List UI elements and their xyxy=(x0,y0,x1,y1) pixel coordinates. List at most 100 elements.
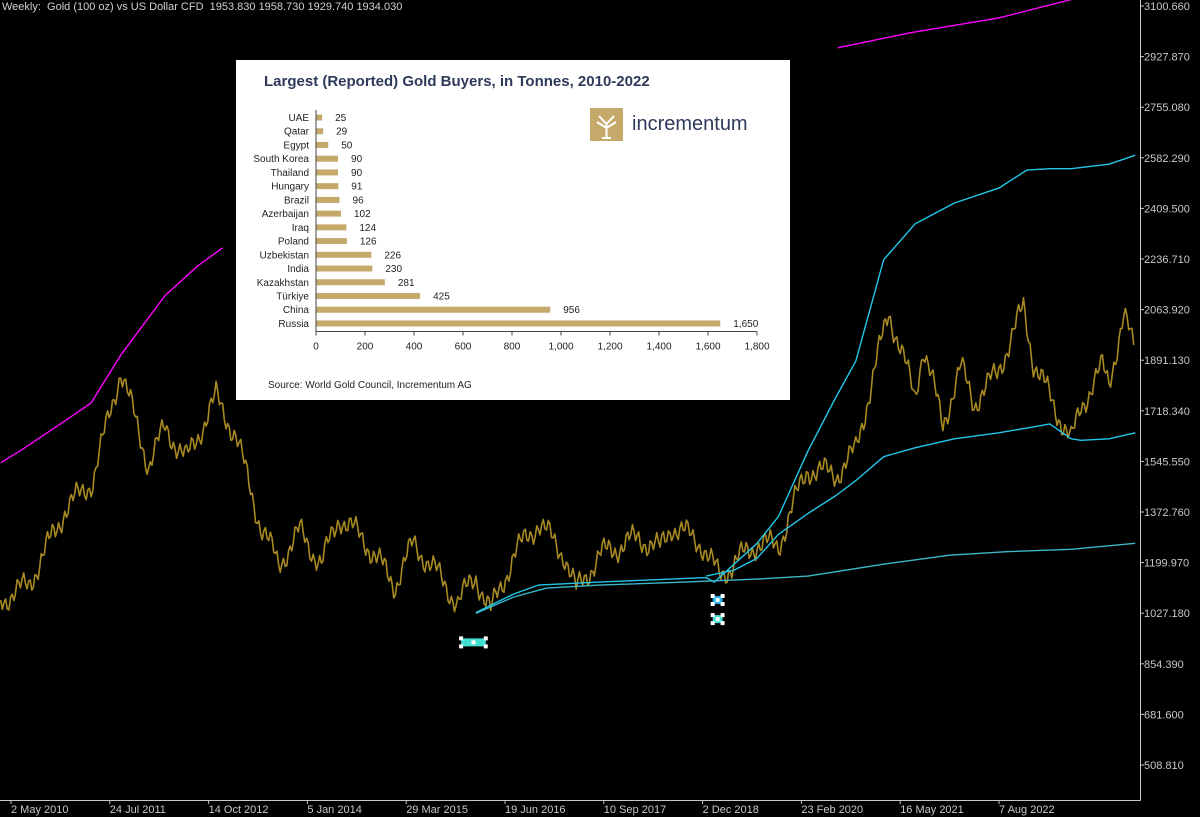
selection-marker xyxy=(710,613,725,626)
bar-category-label: UAE xyxy=(288,113,309,124)
marker-center xyxy=(715,617,720,622)
bar-category-label: Brazil xyxy=(284,195,309,206)
bar-category-label: Uzbekistan xyxy=(260,250,309,261)
bar-category-label: India xyxy=(287,264,309,275)
bar-value-label: 425 xyxy=(433,291,450,302)
y-tick-label: 3100.660 xyxy=(1144,1,1190,13)
y-tick-label: 508.810 xyxy=(1144,760,1184,772)
y-tick-label: 2409.500 xyxy=(1144,203,1190,215)
marker-handle xyxy=(720,594,725,598)
y-tick-label: 1718.340 xyxy=(1144,406,1190,418)
cyan_band-line xyxy=(705,423,1136,577)
bar-value-label: 124 xyxy=(359,223,376,234)
y-tick-label: 2063.920 xyxy=(1144,305,1190,317)
x-tick-label: 2 Dec 2018 xyxy=(703,804,759,816)
bar-category-label: Russia xyxy=(278,319,309,330)
bar-mark xyxy=(316,169,339,176)
selection-marker xyxy=(710,594,725,606)
bar-category-label: Kazakhstan xyxy=(257,278,309,289)
bar-category-label: Poland xyxy=(278,237,309,248)
marker-handle xyxy=(720,621,725,626)
gold-buyers-bar-chart: UAE 25 Qatar 29 Egypt 50 South Korea 90 Thailand… xyxy=(253,110,770,352)
marker-handle xyxy=(710,602,715,606)
bar-value-label: 96 xyxy=(353,195,365,206)
bar-mark xyxy=(316,155,339,162)
x-tick-label: 5 Jan 2014 xyxy=(307,804,361,816)
x-tick-label: 29 Mar 2015 xyxy=(406,804,468,816)
y-tick-label: 1027.180 xyxy=(1144,608,1190,620)
marker-handle xyxy=(459,644,464,649)
x-tick-label: 2 May 2010 xyxy=(11,804,68,816)
bar-mark xyxy=(316,128,324,135)
bar-mark xyxy=(316,183,339,190)
inset-title: Largest (Reported) Gold Buyers, in Tonne… xyxy=(264,73,650,90)
inset-x-tick-label: 600 xyxy=(455,341,472,352)
gold-buyers-inset: UAE 25 Qatar 29 Egypt 50 South Korea 90 Thailand… xyxy=(236,60,790,400)
bar-value-label: 102 xyxy=(354,209,371,220)
logo-text: incrementum xyxy=(632,113,748,135)
y-tick-label: 2755.080 xyxy=(1144,102,1190,114)
bar-mark xyxy=(316,238,347,245)
outer_band-line xyxy=(475,542,1136,615)
bar-mark xyxy=(316,251,372,258)
x-tick-label: 10 Sep 2017 xyxy=(604,804,666,816)
marker-handle xyxy=(720,613,725,618)
marker-handle xyxy=(710,613,715,618)
chart-header-label: Weekly: Gold (100 oz) vs US Dollar CFD 1… xyxy=(2,1,403,13)
bar-value-label: 956 xyxy=(563,305,580,316)
bar-mark xyxy=(316,224,347,231)
inset-x-tick-label: 1,400 xyxy=(646,341,671,352)
inset-x-tick-label: 400 xyxy=(406,341,423,352)
upper_band-line xyxy=(0,247,224,464)
y-tick-label: 1891.130 xyxy=(1144,355,1190,367)
inset-x-tick-label: 0 xyxy=(313,341,319,352)
bar-mark xyxy=(316,320,721,327)
inset-x-tick-label: 1,800 xyxy=(744,341,769,352)
bar-mark xyxy=(316,306,551,313)
marker-handle xyxy=(483,636,488,641)
bar-mark xyxy=(316,265,373,272)
y-tick-label: 2927.870 xyxy=(1144,52,1190,64)
bar-value-label: 281 xyxy=(398,278,415,289)
inset-x-tick-label: 800 xyxy=(504,341,521,352)
y-tick-label: 1199.970 xyxy=(1144,558,1189,570)
x-tick-label: 24 Jul 2011 xyxy=(110,804,166,816)
inset-x-tick-label: 1,600 xyxy=(695,341,720,352)
price-line xyxy=(0,297,1135,613)
bar-mark xyxy=(316,210,341,217)
upper_band-line xyxy=(837,0,1073,49)
inset-x-tick-label: 1,000 xyxy=(548,341,573,352)
bar-value-label: 1,650 xyxy=(733,319,758,330)
bar-mark xyxy=(316,196,340,203)
marker-handle xyxy=(483,644,488,649)
inset-x-tick-label: 200 xyxy=(357,341,374,352)
inset-x-tick-label: 1,200 xyxy=(597,341,622,352)
y-tick-label: 1372.760 xyxy=(1144,507,1190,519)
bar-value-label: 50 xyxy=(341,140,353,151)
y-tick-label: 2582.290 xyxy=(1144,153,1190,165)
bar-category-label: Azerbaijan xyxy=(262,209,309,220)
bar-mark xyxy=(316,292,421,299)
bar-category-label: Thailand xyxy=(271,168,309,179)
x-tick-label: 16 May 2021 xyxy=(900,804,964,816)
bar-value-label: 91 xyxy=(351,182,363,193)
bar-category-label: Qatar xyxy=(284,127,310,138)
bar-value-label: 126 xyxy=(360,237,377,248)
bar-mark xyxy=(316,141,329,148)
bar-value-label: 90 xyxy=(351,168,363,179)
marker-center xyxy=(471,640,476,645)
bar-value-label: 226 xyxy=(384,250,401,261)
bar-category-label: Iraq xyxy=(292,223,309,234)
y-tick-label: 854.390 xyxy=(1144,659,1184,671)
bar-category-label: South Korea xyxy=(253,154,309,165)
bar-value-label: 25 xyxy=(335,113,347,124)
bar-value-label: 230 xyxy=(385,264,402,275)
bar-category-label: Türkiye xyxy=(276,291,309,302)
y-tick-label: 2236.710 xyxy=(1144,254,1190,266)
x-tick-label: 14 Oct 2012 xyxy=(209,804,269,816)
bar-mark xyxy=(316,114,323,121)
bar-category-label: Hungary xyxy=(271,182,309,193)
marker-handle xyxy=(710,594,715,598)
marker-handle xyxy=(710,621,715,626)
